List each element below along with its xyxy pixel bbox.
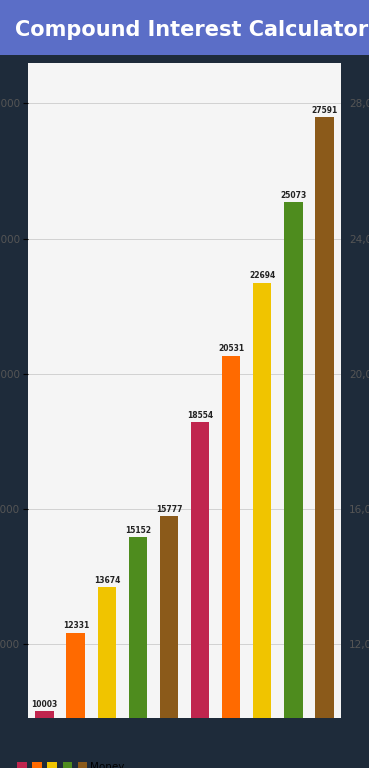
Text: 13674: 13674: [94, 575, 120, 584]
Text: 20531: 20531: [218, 344, 244, 353]
Bar: [160, 516, 178, 718]
Text: 27591: 27591: [311, 106, 337, 114]
Legend: , , , , Money: , , , , Money: [17, 762, 124, 768]
Bar: [284, 202, 303, 718]
Text: 15777: 15777: [156, 505, 182, 514]
Bar: [315, 118, 334, 718]
Bar: [97, 588, 116, 718]
Text: 18554: 18554: [187, 411, 213, 420]
Bar: [222, 356, 240, 718]
Bar: [66, 633, 85, 718]
Bar: [191, 422, 209, 718]
Text: 10003: 10003: [32, 700, 58, 709]
Text: 12331: 12331: [63, 621, 89, 630]
Text: 15152: 15152: [125, 525, 151, 535]
Text: Compound Interest Calculator: Compound Interest Calculator: [15, 21, 368, 41]
Bar: [129, 538, 147, 718]
Bar: [35, 711, 54, 718]
Bar: [253, 283, 272, 718]
Text: 22694: 22694: [249, 271, 275, 280]
Text: 25073: 25073: [280, 190, 306, 200]
